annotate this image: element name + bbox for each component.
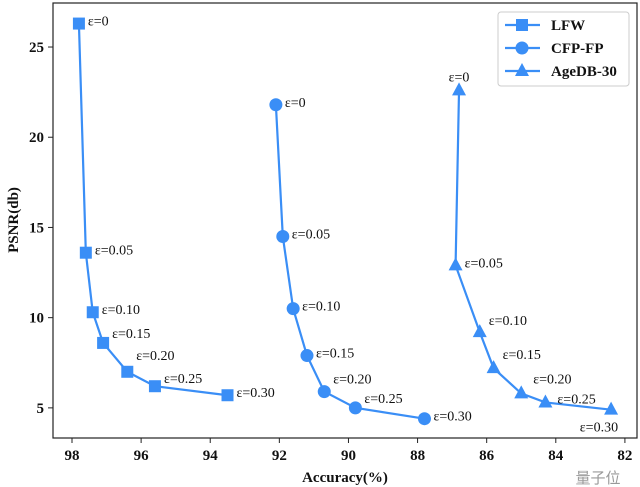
data-label: ε=0.05 bbox=[465, 256, 503, 271]
x-tick-label: 90 bbox=[341, 448, 356, 464]
x-tick-label: 94 bbox=[203, 448, 219, 464]
x-tick-label: 92 bbox=[272, 448, 287, 464]
data-label: ε=0.20 bbox=[333, 373, 371, 388]
x-tick-label: 88 bbox=[410, 448, 425, 464]
data-label: ε=0.30 bbox=[580, 421, 618, 436]
data-point bbox=[72, 17, 85, 30]
data-label: ε=0.25 bbox=[364, 392, 402, 407]
data-label: ε=0.15 bbox=[112, 327, 150, 342]
data-point bbox=[97, 336, 110, 349]
x-axis: 98 96 94 92 90 88 86 84 82 bbox=[65, 438, 632, 464]
legend: LFW CFP-FP AgeDB-30 bbox=[497, 11, 630, 87]
data-point bbox=[300, 349, 314, 363]
data-label: ε=0 bbox=[285, 96, 306, 111]
x-tick-label: 98 bbox=[65, 448, 80, 464]
data-point bbox=[486, 360, 501, 374]
plot-frame bbox=[52, 2, 638, 439]
x-tick-label: 82 bbox=[617, 448, 632, 464]
data-point bbox=[538, 394, 553, 408]
data-point bbox=[221, 389, 234, 402]
data-label: ε=0.15 bbox=[503, 348, 541, 363]
watermark: 量子位 bbox=[575, 469, 620, 487]
data-point bbox=[317, 385, 331, 399]
data-label: ε=0 bbox=[88, 15, 109, 30]
x-tick-label: 96 bbox=[134, 448, 150, 464]
y-tick-label: 20 bbox=[29, 130, 44, 146]
series-agedb-30: ε=0 ε=0.05 ε=0.10 ε=0.15 ε=0.20 ε=0.25 ε=0.30 bbox=[448, 70, 619, 436]
legend-label: AgeDB-30 bbox=[551, 64, 617, 80]
data-label: ε=0.10 bbox=[489, 314, 527, 329]
series-cfp-fp: ε=0 ε=0.05 ε=0.10 ε=0.15 ε=0.20 ε=0.25 ε=0.30 bbox=[269, 96, 472, 426]
data-point bbox=[276, 229, 290, 243]
data-point bbox=[448, 257, 463, 271]
data-label: ε=0.25 bbox=[164, 372, 202, 387]
data-label: ε=0.20 bbox=[533, 372, 571, 387]
data-point bbox=[148, 380, 161, 393]
data-label: ε=0.05 bbox=[292, 227, 330, 242]
data-label: ε=0.20 bbox=[136, 349, 174, 364]
y-axis: 5 10 15 20 25 bbox=[29, 40, 53, 417]
x-tick-label: 84 bbox=[548, 448, 564, 464]
data-point bbox=[514, 385, 529, 399]
data-label: ε=0.10 bbox=[102, 303, 140, 318]
data-point bbox=[348, 401, 362, 415]
data-label: ε=0.15 bbox=[316, 347, 354, 362]
series-lfw: ε=0 ε=0.05 ε=0.10 ε=0.15 ε=0.20 ε=0.25 ε=0.30 bbox=[72, 15, 275, 402]
series-line bbox=[274, 104, 425, 420]
legend-square-icon bbox=[516, 19, 528, 31]
data-point bbox=[86, 306, 99, 319]
legend-circle-icon bbox=[515, 41, 529, 55]
x-tick-label: 86 bbox=[479, 448, 495, 464]
data-point bbox=[452, 82, 467, 96]
y-tick-label: 5 bbox=[37, 401, 45, 417]
y-tick-label: 10 bbox=[29, 311, 44, 327]
data-point bbox=[604, 401, 619, 415]
legend-box bbox=[497, 11, 630, 87]
y-tick-label: 25 bbox=[29, 40, 44, 56]
data-point bbox=[417, 412, 431, 426]
data-point bbox=[121, 365, 134, 378]
legend-label: CFP-FP bbox=[551, 41, 603, 57]
data-label: ε=0.30 bbox=[237, 386, 275, 401]
data-point bbox=[79, 246, 92, 259]
data-label: ε=0.30 bbox=[433, 410, 471, 425]
data-label: ε=0.10 bbox=[302, 300, 340, 315]
x-axis-label: Accuracy(%) bbox=[302, 470, 388, 486]
y-tick-label: 15 bbox=[29, 220, 44, 236]
legend-triangle-icon bbox=[515, 63, 529, 76]
data-label: ε=0 bbox=[449, 70, 470, 85]
data-point bbox=[472, 324, 487, 338]
y-axis-label: PSNR(db) bbox=[6, 187, 22, 253]
data-point bbox=[286, 302, 300, 316]
legend-label: LFW bbox=[551, 18, 585, 34]
data-label: ε=0.05 bbox=[95, 244, 133, 259]
data-label: ε=0.25 bbox=[557, 392, 595, 407]
data-point bbox=[269, 98, 283, 112]
series-group: ε=0ε=0.05ε=0.10ε=0.15ε=0.20ε=0.25ε=0.30ε… bbox=[72, 15, 619, 436]
